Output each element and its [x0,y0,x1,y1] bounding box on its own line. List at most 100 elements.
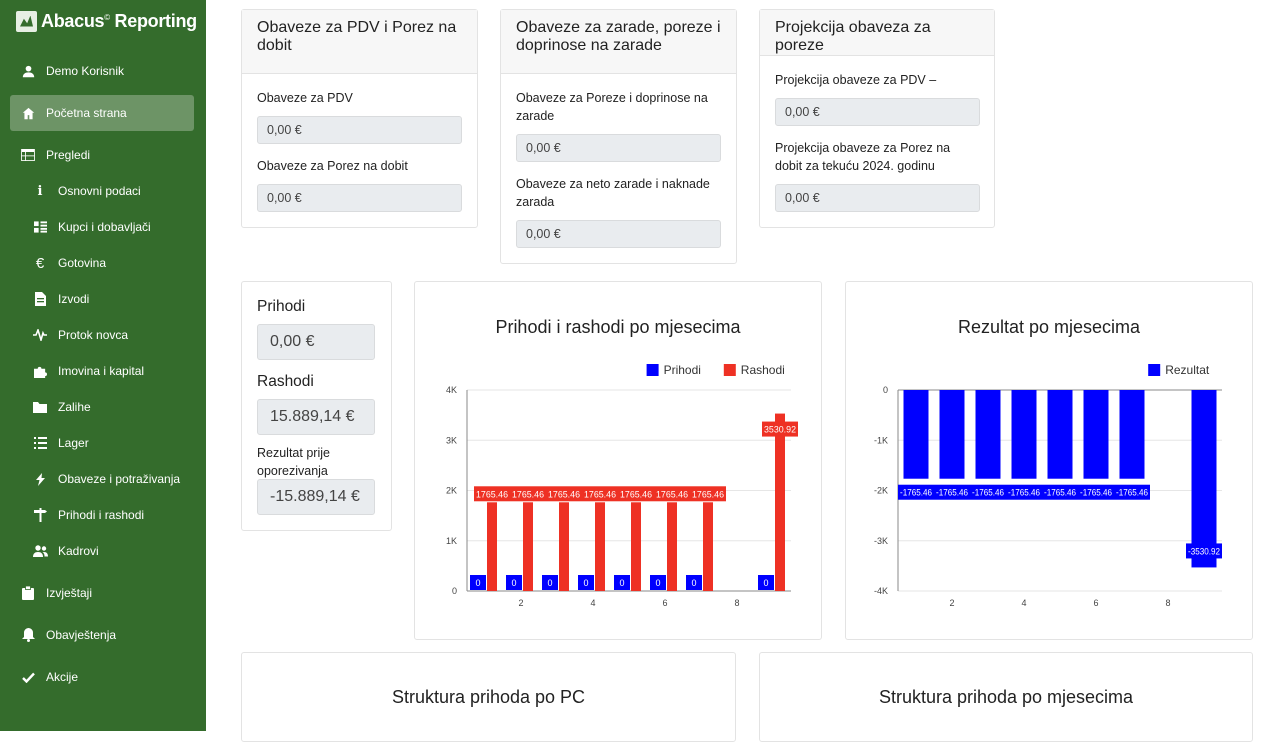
data-label-bg [510,486,546,502]
data-label-text: -3530.92 [1188,546,1220,556]
sidebar-item-label: Kadrovi [58,544,99,558]
porez-field[interactable]: 0,00 € [257,184,462,212]
data-label-bg [654,486,690,502]
sidebar-item-label: Početna strana [46,106,127,120]
data-label: 0 [506,575,522,590]
projekcija-pdv-field[interactable]: 0,00 € [775,98,980,126]
sidebar-item-protok[interactable]: Protok novca [22,317,194,353]
data-label-bg [618,486,654,502]
struktura-pc-card: Struktura prihoda po PC [241,652,736,742]
data-label-bg [470,575,486,590]
projekcija-dobit-field[interactable]: 0,00 € [775,184,980,212]
data-label-text: -1765.46 [972,488,1004,498]
sidebar-item-label: Izvještaji [46,586,93,600]
sidebar-item-label: Prihodi i rashodi [58,508,145,522]
y-tick-label: 2K [446,486,457,496]
brand-title: Abacus© Reporting [41,10,197,31]
sidebar-item-akcije[interactable]: Akcije [10,659,194,695]
sidebar-item-pregledi[interactable]: Pregledi [10,137,194,173]
neto-zarade-label: Obaveze za neto zarade i naknade zarada [516,177,710,209]
data-label-bg [1006,484,1042,500]
prihodi-field[interactable]: 0,00 € [257,324,375,360]
card-title: Projekcija obaveza za poreze [760,10,994,56]
rashodi-field[interactable]: 15.889,14 € [257,399,375,435]
bar-rashodi [559,502,569,591]
rezultat-chart: 0 -1K -2K -3K -4K 2 4 6 8 Rezultat -1765.46 -1765.4… [874,363,1222,608]
sidebar-item-imovina[interactable]: Imovina i kapital [22,353,194,389]
check-icon [20,669,36,685]
data-label-text: -1765.46 [1080,488,1112,498]
data-label-bg [898,484,934,500]
porezi-doprinosi-field[interactable]: 0,00 € [516,134,721,162]
data-label: 1765.46 [618,486,654,502]
data-label-text: 1765.46 [656,489,688,499]
legend-swatch [1148,364,1161,376]
legend-swatch [646,364,659,376]
porezi-doprinosi-label: Obaveze za Poreze i doprinose na zarade [516,91,708,123]
sidebar-item-kupci[interactable]: Kupci i dobavljači [22,209,194,245]
bolt-icon [32,471,48,487]
sidebar-item-obaveze[interactable]: Obaveze i potraživanja [22,461,194,497]
y-tick-label: 3K [446,435,457,445]
brand[interactable]: Abacus© Reporting [16,9,197,33]
legend-swatch [723,364,736,376]
data-label: 1765.46 [546,486,582,502]
rashodi-label: Rashodi [257,373,314,390]
sidebar-item-pocetna[interactable]: Početna strana [10,95,194,131]
y-tick-label: 0 [883,385,888,395]
sidebar-item-obavjestenja[interactable]: Obavještenja [10,617,194,653]
x-tick-label: 4 [590,598,595,608]
chart-title: Rezultat po mjesecima [957,317,1141,337]
data-label-bg [578,575,594,590]
sidebar-item-zalihe[interactable]: Zalihe [22,389,194,425]
sidebar-item-izvjestaji[interactable]: Izvještaji [10,575,194,611]
data-label: 0 [578,575,594,590]
sidebar-item-label: Akcije [46,670,79,684]
sidebar-item-izvodi[interactable]: Izvodi [22,281,194,317]
bar-rezultat [1119,390,1145,479]
rezultat-label: Rezultat prije oporezivanja [257,446,330,478]
data-label: 0 [542,575,558,590]
prihodi-rashodi-chart-card: Prihodi i rashodi po mjesecima 0 1K 2K 3K 4K… [414,281,822,640]
data-label-bg [934,484,970,500]
data-label: -1765.46 [1114,484,1150,500]
document-icon [32,291,48,307]
data-label-bg [1078,484,1114,500]
x-tick-label: 2 [949,598,954,608]
pdv-field[interactable]: 0,00 € [257,116,462,144]
prihodi-label: Prihodi [257,298,306,315]
sidebar: Abacus© Reporting Demo Korisnik Početna … [0,0,206,731]
bar-rezultat [1083,390,1109,479]
chart-title: Struktura prihoda po PC [391,687,586,707]
data-label: 0 [686,575,702,590]
bar-rashodi [667,502,677,591]
bar-rashodi [703,502,713,591]
folder-icon [32,399,48,415]
sidebar-item-label: Imovina i kapital [58,364,145,378]
data-label: -1765.46 [970,484,1006,500]
sidebar-item-osnovni-podaci[interactable]: i Osnovni podaci [22,173,194,209]
data-label-bg [1114,484,1150,500]
data-label-text: 1765.46 [476,489,508,499]
bar-rezultat [903,390,929,479]
data-label: 0 [614,575,630,590]
rezultat-field[interactable]: -15.889,14 € [257,479,375,515]
data-label: 0 [470,575,486,590]
data-label-text: -1765.46 [1008,488,1040,498]
sidebar-item-lager[interactable]: Lager [22,425,194,461]
data-label: -1765.46 [1006,484,1042,500]
sidebar-item-kadrovi[interactable]: Kadrovi [22,533,194,569]
y-tick-label: -1K [874,435,888,445]
data-label: 0 [758,575,774,590]
data-label: -1765.46 [1042,484,1078,500]
sidebar-item-prihodi-rashodi[interactable]: Prihodi i rashodi [22,497,194,533]
x-tick-label: 8 [1165,598,1170,608]
data-label-text: 1765.46 [512,489,544,499]
sidebar-item-user[interactable]: Demo Korisnik [10,53,194,89]
table-icon [20,147,36,163]
data-label-text: 0 [691,578,696,588]
bar-rashodi [631,502,641,591]
data-label-text: -1765.46 [900,488,932,498]
sidebar-item-gotovina[interactable]: € Gotovina [22,245,194,281]
neto-zarade-field[interactable]: 0,00 € [516,220,721,248]
